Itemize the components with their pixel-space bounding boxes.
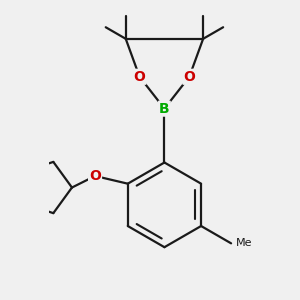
Text: O: O xyxy=(89,169,101,183)
Text: O: O xyxy=(134,70,146,84)
Text: O: O xyxy=(183,70,195,84)
Text: B: B xyxy=(159,102,170,116)
Text: Me: Me xyxy=(236,238,252,248)
